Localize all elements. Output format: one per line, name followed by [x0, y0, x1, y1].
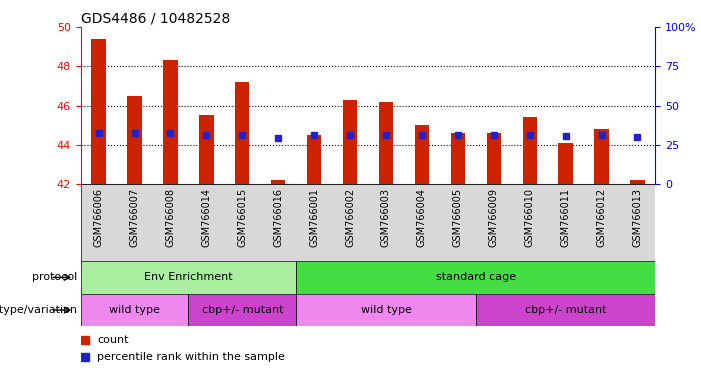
Text: GSM766008: GSM766008 — [165, 188, 175, 247]
Text: wild type: wild type — [109, 305, 160, 315]
Text: GSM766016: GSM766016 — [273, 188, 283, 247]
Text: cbp+/- mutant: cbp+/- mutant — [201, 305, 283, 315]
Text: protocol: protocol — [32, 272, 77, 283]
Bar — [297, 294, 476, 326]
Text: GSM766011: GSM766011 — [561, 188, 571, 247]
Bar — [81, 294, 189, 326]
Bar — [559, 143, 573, 184]
Text: GSM766015: GSM766015 — [237, 188, 247, 247]
Text: GSM766001: GSM766001 — [309, 188, 319, 247]
Bar — [379, 102, 393, 184]
Bar — [343, 100, 358, 184]
Text: GSM766010: GSM766010 — [524, 188, 535, 247]
Text: wild type: wild type — [360, 305, 411, 315]
Bar — [415, 125, 429, 184]
Bar — [81, 261, 297, 294]
Text: GSM766006: GSM766006 — [93, 188, 104, 247]
Text: GSM766005: GSM766005 — [453, 188, 463, 247]
Bar — [486, 133, 501, 184]
Text: GSM766002: GSM766002 — [345, 188, 355, 247]
Bar — [128, 96, 142, 184]
Bar — [307, 135, 321, 184]
Bar — [199, 116, 214, 184]
Text: GSM766003: GSM766003 — [381, 188, 391, 247]
Text: count: count — [97, 335, 129, 345]
Text: percentile rank within the sample: percentile rank within the sample — [97, 352, 285, 362]
Bar — [522, 118, 537, 184]
Bar — [476, 294, 655, 326]
Bar — [271, 180, 285, 184]
Text: Env Enrichment: Env Enrichment — [144, 272, 233, 283]
Text: standard cage: standard cage — [436, 272, 516, 283]
Text: GSM766004: GSM766004 — [417, 188, 427, 247]
Text: cbp+/- mutant: cbp+/- mutant — [525, 305, 606, 315]
Bar — [91, 39, 106, 184]
Text: GDS4486 / 10482528: GDS4486 / 10482528 — [81, 12, 230, 26]
Bar — [189, 294, 297, 326]
Text: GSM766013: GSM766013 — [632, 188, 643, 247]
Text: GSM766007: GSM766007 — [130, 188, 139, 247]
Bar — [235, 82, 250, 184]
Text: GSM766014: GSM766014 — [201, 188, 212, 247]
Bar — [630, 180, 645, 184]
Bar — [297, 261, 655, 294]
Bar — [163, 60, 177, 184]
Bar — [594, 129, 608, 184]
Text: genotype/variation: genotype/variation — [0, 305, 77, 315]
Text: GSM766009: GSM766009 — [489, 188, 499, 247]
Text: GSM766012: GSM766012 — [597, 188, 606, 247]
Bar — [451, 133, 465, 184]
